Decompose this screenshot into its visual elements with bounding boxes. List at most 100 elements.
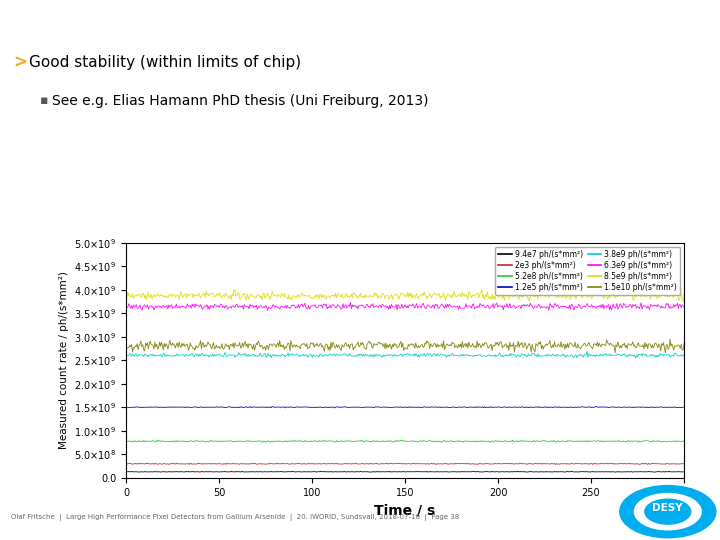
Text: ▪: ▪ — [40, 94, 48, 107]
6.3e9 ph/(s*mm²) — [346, 299, 355, 306]
Text: See e.g. Elias Hamann PhD thesis (Uni Freiburg, 2013): See e.g. Elias Hamann PhD thesis (Uni Fr… — [52, 94, 428, 108]
8.5e9 ph/(s*mm²) — [230, 286, 238, 293]
2e3 ph/(s*mm²) — [495, 460, 504, 467]
6.3e9 ph/(s*mm²) — [544, 307, 553, 314]
Circle shape — [634, 494, 701, 530]
9.4e7 ph/(s*mm²) — [680, 469, 688, 475]
1.2e5 ph/(s*mm²) — [265, 404, 274, 410]
5.2e8 ph/(s*mm²) — [265, 438, 274, 445]
1.5e10 ph/(s*mm²) — [122, 342, 130, 348]
3.8e9 ph/(s*mm²) — [631, 355, 640, 361]
9.4e7 ph/(s*mm²) — [220, 468, 229, 475]
2e3 ph/(s*mm²) — [680, 460, 688, 467]
9.4e7 ph/(s*mm²) — [265, 469, 274, 475]
Line: 1.2e5 ph/(s*mm²): 1.2e5 ph/(s*mm²) — [126, 407, 684, 408]
8.5e9 ph/(s*mm²) — [543, 292, 552, 298]
1.2e5 ph/(s*mm²) — [220, 404, 229, 411]
1.5e10 ph/(s*mm²) — [666, 336, 675, 342]
1.5e10 ph/(s*mm²) — [265, 341, 274, 348]
1.5e10 ph/(s*mm²) — [542, 341, 551, 347]
5.2e8 ph/(s*mm²) — [374, 438, 383, 445]
3.8e9 ph/(s*mm²) — [451, 352, 459, 359]
6.3e9 ph/(s*mm²) — [220, 305, 229, 312]
5.2e8 ph/(s*mm²) — [122, 438, 130, 444]
5.2e8 ph/(s*mm²) — [495, 437, 504, 444]
1.2e5 ph/(s*mm²) — [680, 404, 688, 410]
Line: 5.2e8 ph/(s*mm²): 5.2e8 ph/(s*mm²) — [126, 440, 684, 442]
2e3 ph/(s*mm²) — [266, 460, 275, 467]
2e3 ph/(s*mm²) — [122, 461, 130, 467]
8.5e9 ph/(s*mm²) — [680, 291, 688, 298]
2e3 ph/(s*mm²) — [375, 461, 384, 468]
9.4e7 ph/(s*mm²) — [376, 469, 384, 475]
1.2e5 ph/(s*mm²) — [376, 404, 384, 410]
3.8e9 ph/(s*mm²) — [265, 353, 274, 359]
X-axis label: Time / s: Time / s — [374, 503, 436, 517]
9.4e7 ph/(s*mm²) — [452, 469, 461, 475]
8.5e9 ph/(s*mm²) — [220, 293, 229, 300]
6.3e9 ph/(s*mm²) — [265, 305, 274, 311]
Line: 9.4e7 ph/(s*mm²): 9.4e7 ph/(s*mm²) — [126, 471, 684, 472]
Line: 2e3 ph/(s*mm²): 2e3 ph/(s*mm²) — [126, 463, 684, 464]
Circle shape — [620, 485, 716, 538]
2e3 ph/(s*mm²) — [588, 461, 597, 468]
Line: 1.5e10 ph/(s*mm²): 1.5e10 ph/(s*mm²) — [126, 339, 684, 353]
5.2e8 ph/(s*mm²) — [680, 438, 688, 444]
3.8e9 ph/(s*mm²) — [495, 352, 503, 359]
8.5e9 ph/(s*mm²) — [266, 296, 275, 302]
8.5e9 ph/(s*mm²) — [451, 293, 460, 300]
Text: Gallium Arsenide – typical imaging performance: Gallium Arsenide – typical imaging perfo… — [13, 13, 540, 32]
3.8e9 ph/(s*mm²) — [220, 349, 229, 356]
3.8e9 ph/(s*mm²) — [542, 351, 551, 357]
Line: 8.5e9 ph/(s*mm²): 8.5e9 ph/(s*mm²) — [126, 289, 684, 301]
1.5e10 ph/(s*mm²) — [495, 343, 503, 349]
2e3 ph/(s*mm²) — [543, 461, 552, 467]
1.5e10 ph/(s*mm²) — [451, 345, 459, 351]
6.3e9 ph/(s*mm²) — [375, 302, 384, 308]
8.5e9 ph/(s*mm²) — [679, 298, 688, 305]
2e3 ph/(s*mm²) — [451, 461, 460, 467]
2e3 ph/(s*mm²) — [265, 461, 274, 467]
3.8e9 ph/(s*mm²) — [680, 352, 688, 359]
6.3e9 ph/(s*mm²) — [122, 306, 130, 312]
9.4e7 ph/(s*mm²) — [544, 469, 552, 475]
1.5e10 ph/(s*mm²) — [680, 340, 688, 347]
6.3e9 ph/(s*mm²) — [451, 304, 460, 310]
Text: >: > — [13, 53, 27, 71]
1.2e5 ph/(s*mm²) — [544, 404, 552, 410]
9.4e7 ph/(s*mm²) — [122, 469, 130, 475]
Text: DESY: DESY — [652, 503, 683, 513]
3.8e9 ph/(s*mm²) — [374, 352, 383, 358]
2e3 ph/(s*mm²) — [220, 461, 229, 467]
1.5e10 ph/(s*mm²) — [220, 343, 229, 350]
Text: Olaf Fritsche  |  Large High Performance Pixel Detectors from Gallium Arsenide  : Olaf Fritsche | Large High Performance P… — [11, 514, 459, 521]
9.4e7 ph/(s*mm²) — [366, 469, 374, 476]
Line: 6.3e9 ph/(s*mm²): 6.3e9 ph/(s*mm²) — [126, 302, 684, 310]
Line: 3.8e9 ph/(s*mm²): 3.8e9 ph/(s*mm²) — [126, 352, 684, 358]
1.2e5 ph/(s*mm²) — [330, 404, 339, 411]
6.3e9 ph/(s*mm²) — [680, 303, 688, 310]
8.5e9 ph/(s*mm²) — [375, 294, 384, 301]
Circle shape — [645, 499, 690, 524]
Text: Good stability (within limits of chip): Good stability (within limits of chip) — [29, 55, 301, 70]
8.5e9 ph/(s*mm²) — [495, 293, 504, 299]
5.2e8 ph/(s*mm²) — [508, 437, 517, 443]
1.2e5 ph/(s*mm²) — [496, 404, 505, 410]
1.5e10 ph/(s*mm²) — [374, 339, 383, 346]
1.2e5 ph/(s*mm²) — [452, 404, 461, 410]
5.2e8 ph/(s*mm²) — [220, 438, 229, 444]
Legend: 9.4e7 ph/(s*mm²), 2e3 ph/(s*mm²), 5.2e8 ph/(s*mm²), 1.2e5 ph/(s*mm²), 3.8e9 ph/(: 9.4e7 ph/(s*mm²), 2e3 ph/(s*mm²), 5.2e8 … — [495, 247, 680, 295]
3.8e9 ph/(s*mm²) — [122, 353, 130, 359]
9.4e7 ph/(s*mm²) — [496, 469, 505, 475]
Y-axis label: Measured count rate / ph/(s*mm²): Measured count rate / ph/(s*mm²) — [58, 272, 68, 449]
5.2e8 ph/(s*mm²) — [544, 438, 552, 444]
1.2e5 ph/(s*mm²) — [122, 403, 130, 410]
5.2e8 ph/(s*mm²) — [486, 439, 495, 446]
5.2e8 ph/(s*mm²) — [451, 438, 459, 445]
6.3e9 ph/(s*mm²) — [495, 302, 504, 309]
1.2e5 ph/(s*mm²) — [268, 403, 276, 410]
9.4e7 ph/(s*mm²) — [316, 468, 325, 475]
3.8e9 ph/(s*mm²) — [582, 348, 591, 355]
6.3e9 ph/(s*mm²) — [543, 303, 552, 310]
1.5e10 ph/(s*mm²) — [661, 349, 670, 356]
